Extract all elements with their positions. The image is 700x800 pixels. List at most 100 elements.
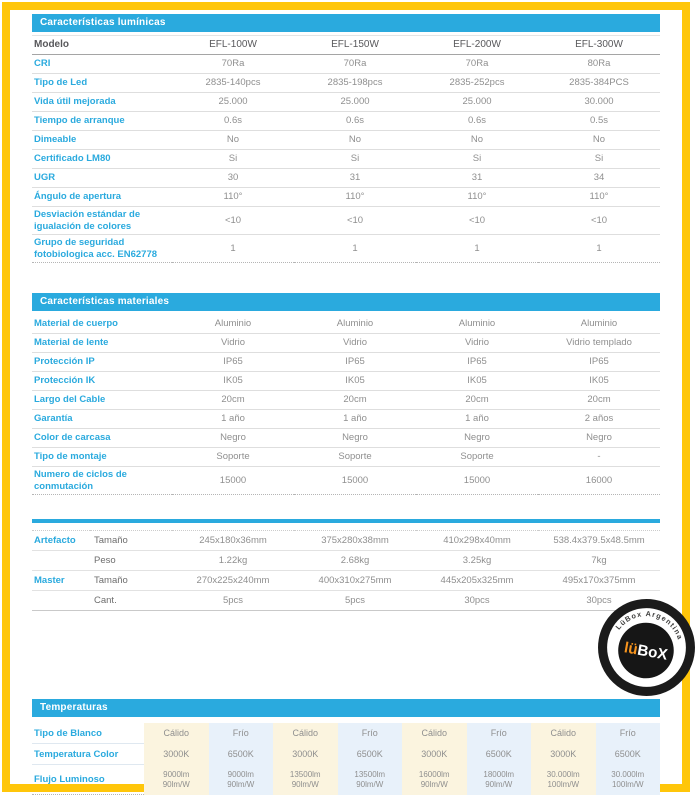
spec-value: 30.000 bbox=[538, 92, 660, 112]
temp-label: Flujo Luminoso bbox=[32, 764, 144, 795]
spec-label: Material de cuerpo bbox=[32, 315, 172, 334]
flujo-lumens: 13500lm bbox=[354, 769, 386, 779]
dim-row-artefacto-tamano: Artefacto Tamaño 245x180x36mm 375x280x38… bbox=[32, 530, 660, 551]
spec-value: 110° bbox=[172, 187, 294, 207]
spec-row-apertura: Ángulo de apertura 110° 110° 110° 110° bbox=[32, 187, 660, 207]
dim-value: 445x205x325mm bbox=[416, 570, 538, 591]
dim-value: 245x180x36mm bbox=[172, 530, 294, 551]
spec-value: 16000 bbox=[538, 466, 660, 495]
flujo-efficacy: 90lm/W bbox=[485, 779, 513, 789]
spec-value: Si bbox=[416, 149, 538, 169]
dim-value: 495x170x375mm bbox=[538, 570, 660, 591]
spec-value: 1 bbox=[416, 234, 538, 263]
spec-value: 1 año bbox=[416, 409, 538, 429]
spec-value: Negro bbox=[538, 428, 660, 448]
spec-label: Garantía bbox=[32, 409, 172, 429]
dim-value: 5pcs bbox=[294, 590, 416, 611]
lubox-logo-stamp: LüBox Argentina lüBoX bbox=[598, 599, 695, 696]
blue-divider-bar bbox=[32, 519, 660, 523]
spec-value: - bbox=[538, 447, 660, 467]
temp-row-color: Temperatura Color 3000K 6500K 3000K 6500… bbox=[32, 743, 660, 765]
spec-value: IK05 bbox=[416, 371, 538, 391]
spec-value: <10 bbox=[538, 206, 660, 235]
dim-value: 538.4x379.5x48.5mm bbox=[538, 530, 660, 551]
spec-label: UGR bbox=[32, 168, 172, 188]
spec-value: 80Ra bbox=[538, 54, 660, 74]
dim-value: 1.22kg bbox=[172, 550, 294, 571]
spec-row-ip: Protección IP IP65 IP65 IP65 IP65 bbox=[32, 352, 660, 372]
flujo-lumens: 9000lm bbox=[163, 769, 190, 779]
page-content: Características lumínicas Modelo EFL-100… bbox=[10, 10, 682, 795]
model-label: Modelo bbox=[32, 35, 172, 55]
dim-value: 410x298x40mm bbox=[416, 530, 538, 551]
dim-value: 30pcs bbox=[416, 590, 538, 611]
spec-value: 0.5s bbox=[538, 111, 660, 131]
spec-label: Tipo de Led bbox=[32, 73, 172, 93]
flujo-lumens: 30.000lm bbox=[546, 769, 580, 779]
spec-value: 20cm bbox=[416, 390, 538, 410]
spec-label: Ángulo de apertura bbox=[32, 187, 172, 207]
spec-value: 15000 bbox=[294, 466, 416, 495]
section-temperaturas: Temperaturas Tipo de Blanco Cálido Frío … bbox=[32, 699, 660, 795]
spec-value: 31 bbox=[416, 168, 538, 188]
model-header-row: Modelo EFL-100W EFL-150W EFL-200W EFL-30… bbox=[32, 35, 660, 55]
temp-value: Cálido bbox=[531, 723, 596, 744]
section-header-materiales: Características materiales bbox=[32, 293, 660, 311]
temp-value: 30.000lm 100lm/W bbox=[531, 764, 596, 795]
spec-row-conmutacion: Numero de ciclos de conmutación 15000 15… bbox=[32, 466, 660, 495]
dim-value: 270x225x240mm bbox=[172, 570, 294, 591]
spec-value: 15000 bbox=[172, 466, 294, 495]
spec-label: Material de lente bbox=[32, 333, 172, 353]
spec-value: Vidrio bbox=[416, 333, 538, 353]
spec-value: Negro bbox=[172, 428, 294, 448]
spec-value: Aluminio bbox=[172, 315, 294, 334]
spec-value: Soporte bbox=[172, 447, 294, 467]
spec-value: 110° bbox=[538, 187, 660, 207]
spec-label: Tipo de montaje bbox=[32, 447, 172, 467]
spec-value: 1 bbox=[294, 234, 416, 263]
flujo-efficacy: 100lm/W bbox=[611, 779, 644, 789]
spec-value: 20cm bbox=[172, 390, 294, 410]
temp-value: 6500K bbox=[337, 743, 402, 765]
spec-label: Tiempo de arranque bbox=[32, 111, 172, 131]
temp-value: Frío bbox=[595, 723, 660, 744]
temp-value: 9000lm 90lm/W bbox=[144, 764, 209, 795]
spec-value: Vidrio templado bbox=[538, 333, 660, 353]
dimensiones-table: Artefacto Tamaño 245x180x36mm 375x280x38… bbox=[32, 530, 660, 611]
temp-value: 13500lm 90lm/W bbox=[273, 764, 338, 795]
spec-value: 70Ra bbox=[172, 54, 294, 74]
spec-row-cuerpo: Material de cuerpo Aluminio Aluminio Alu… bbox=[32, 315, 660, 334]
spec-value: Soporte bbox=[416, 447, 538, 467]
spec-value: <10 bbox=[294, 206, 416, 235]
flujo-efficacy: 100lm/W bbox=[547, 779, 580, 789]
spec-value: Soporte bbox=[294, 447, 416, 467]
spec-label: Desviación estándar de igualación de col… bbox=[32, 206, 172, 235]
temp-value: 6500K bbox=[208, 743, 273, 765]
spec-value: 30 bbox=[172, 168, 294, 188]
spec-value: 2835-140pcs bbox=[172, 73, 294, 93]
spec-value: <10 bbox=[416, 206, 538, 235]
dim-row-master-tamano: Master Tamaño 270x225x240mm 400x310x275m… bbox=[32, 570, 660, 591]
page-frame: Características lumínicas Modelo EFL-100… bbox=[2, 2, 690, 795]
logo-center-disc bbox=[618, 622, 674, 679]
spec-value: 0.6s bbox=[172, 111, 294, 131]
spec-label: Dimeable bbox=[32, 130, 172, 150]
spec-label: CRI bbox=[32, 54, 172, 74]
dim-group bbox=[32, 590, 90, 611]
spec-value: IP65 bbox=[416, 352, 538, 372]
materiales-table: Material de cuerpo Aluminio Aluminio Alu… bbox=[32, 315, 660, 495]
spec-value: No bbox=[416, 130, 538, 150]
spec-value: 25.000 bbox=[172, 92, 294, 112]
spec-value: No bbox=[294, 130, 416, 150]
flujo-efficacy: 90lm/W bbox=[227, 779, 255, 789]
section-luminicas: Características lumínicas Modelo EFL-100… bbox=[32, 14, 660, 263]
spec-row-cable: Largo del Cable 20cm 20cm 20cm 20cm bbox=[32, 390, 660, 410]
spec-row-carcasa: Color de carcasa Negro Negro Negro Negro bbox=[32, 428, 660, 448]
spec-value: IP65 bbox=[294, 352, 416, 372]
spec-row-arranque: Tiempo de arranque 0.6s 0.6s 0.6s 0.5s bbox=[32, 111, 660, 131]
flujo-efficacy: 90lm/W bbox=[162, 779, 190, 789]
temp-value: 30.000lm 100lm/W bbox=[595, 764, 660, 795]
spec-value: Aluminio bbox=[416, 315, 538, 334]
spec-label: Certificado LM80 bbox=[32, 149, 172, 169]
spec-value: Aluminio bbox=[538, 315, 660, 334]
